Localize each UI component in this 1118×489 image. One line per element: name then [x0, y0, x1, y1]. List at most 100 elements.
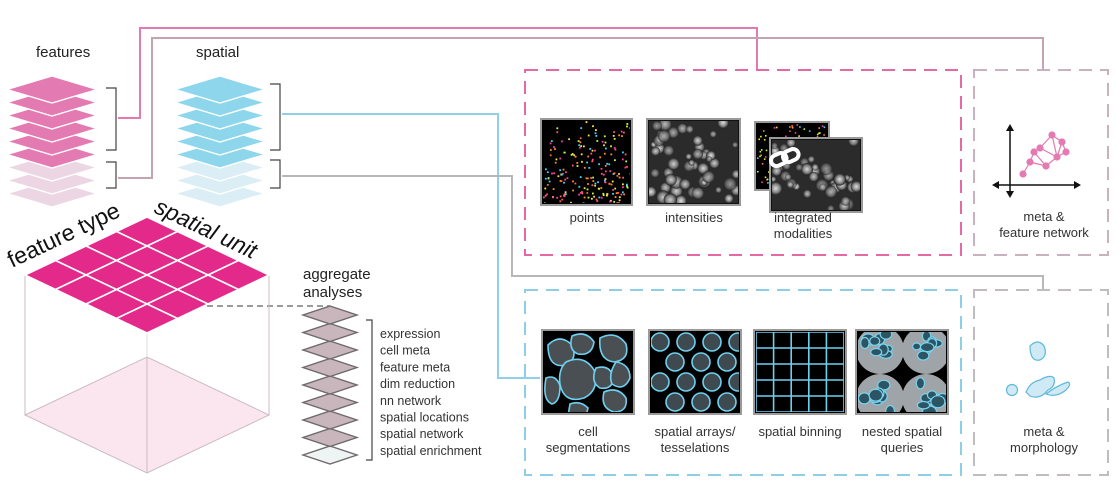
integrated-modalities-label-line2: modalities: [774, 226, 833, 241]
intensity-blob: [819, 183, 827, 192]
nested-cell: [860, 336, 870, 350]
point-dot: [600, 172, 603, 175]
point-dot: [583, 196, 586, 199]
network-node: [1026, 158, 1034, 166]
point-dot: [603, 152, 606, 155]
point-dot: [766, 178, 769, 181]
point-dot: [590, 177, 592, 179]
point-dot: [585, 121, 588, 123]
point-dot: [545, 168, 547, 171]
integrated-modalities-label-line1: integrated: [774, 210, 832, 225]
features-bracket-bottom: [106, 161, 117, 189]
point-dot: [624, 153, 627, 156]
point-dot: [763, 139, 766, 141]
point-dot: [818, 132, 820, 135]
array-spot: [665, 352, 685, 372]
intensity-blob: [786, 140, 796, 148]
integrated-modalities-thumbnail: [754, 121, 863, 213]
point-dot: [764, 156, 767, 158]
intensity-blob: [795, 163, 803, 172]
nested-cell: [870, 347, 883, 357]
network-node: [1058, 138, 1066, 146]
point-dot: [612, 135, 615, 137]
point-dot: [559, 200, 562, 203]
point-dot: [610, 153, 613, 156]
point-dot: [622, 151, 624, 154]
point-dot: [615, 192, 618, 195]
point-dot: [578, 193, 580, 196]
point-dot: [583, 145, 585, 148]
point-dot: [823, 126, 826, 129]
point-dot: [618, 199, 621, 202]
point-dot: [587, 183, 589, 185]
point-dot: [808, 130, 811, 132]
point-dot: [773, 127, 776, 129]
intensity-blob: [723, 177, 737, 191]
point-dot: [549, 154, 552, 157]
point-dot: [560, 180, 563, 183]
intensity-blob: [679, 178, 691, 190]
intensity-blob: [833, 173, 846, 186]
intensity-blob: [800, 163, 814, 176]
point-dot: [561, 140, 563, 143]
top-side-panel-frame: [973, 69, 1109, 256]
point-dot: [608, 182, 611, 185]
point-dot: [775, 126, 778, 129]
point-dot: [626, 183, 628, 186]
point-dot: [621, 158, 624, 161]
point-dot: [591, 158, 594, 161]
spatial-label: spatial: [196, 44, 239, 61]
point-dot: [757, 170, 759, 173]
array-spot: [728, 332, 739, 352]
point-dot: [576, 165, 579, 167]
intensity-blob: [807, 155, 815, 163]
point-dot: [581, 192, 584, 195]
point-dot: [553, 146, 555, 148]
point-dot: [618, 173, 620, 175]
network-node: [1048, 131, 1056, 139]
point-dot: [609, 170, 612, 173]
point-dot: [616, 202, 619, 203]
point-dot: [581, 191, 583, 193]
array-spot: [717, 352, 737, 372]
intensity-blob: [784, 173, 792, 181]
spatial-arrays-label-line2: tesselations: [661, 440, 730, 455]
nested-cell: [916, 400, 931, 410]
features-layer-stack: [4, 75, 100, 208]
point-dot: [591, 197, 593, 200]
network-node: [1019, 170, 1027, 178]
point-dot: [564, 191, 567, 194]
point-dot: [568, 138, 570, 141]
point-dot: [600, 167, 603, 170]
aggregate-item: expression: [380, 327, 440, 341]
nested-cell: [911, 342, 922, 351]
nested-spatial-queries-label-line1: nested spatial: [862, 424, 942, 439]
point-dot: [763, 158, 766, 160]
point-dot: [552, 188, 555, 190]
feature-network-icon: [992, 124, 1081, 198]
intensity-blob: [649, 186, 657, 198]
cell-segmentations-thumbnail: [541, 329, 635, 415]
point-dot: [592, 192, 594, 195]
cell-segmentations-label-line2: segmentations: [546, 440, 631, 455]
feature-network-label-line1: meta &: [1023, 209, 1065, 224]
aggregate-layer-7: [300, 410, 360, 430]
point-dot: [547, 177, 550, 180]
point-dot: [757, 157, 759, 159]
cell-segmentations-label-line1: cell: [578, 424, 598, 439]
intensity-blob: [702, 170, 715, 184]
aggregate-bracket: [366, 319, 373, 461]
points-thumbnail: [540, 118, 633, 206]
intensity-blob: [650, 168, 660, 178]
aggregate-layer-9: [300, 445, 360, 465]
point-dot: [622, 183, 624, 186]
intensity-blob: [677, 123, 688, 134]
points-label: points: [570, 210, 605, 225]
array-spot: [717, 392, 737, 412]
point-dot: [588, 167, 591, 169]
point-dot: [604, 164, 607, 167]
point-dot: [626, 185, 628, 188]
point-dot: [625, 160, 628, 163]
point-dot: [589, 148, 592, 150]
point-dot: [594, 132, 597, 135]
